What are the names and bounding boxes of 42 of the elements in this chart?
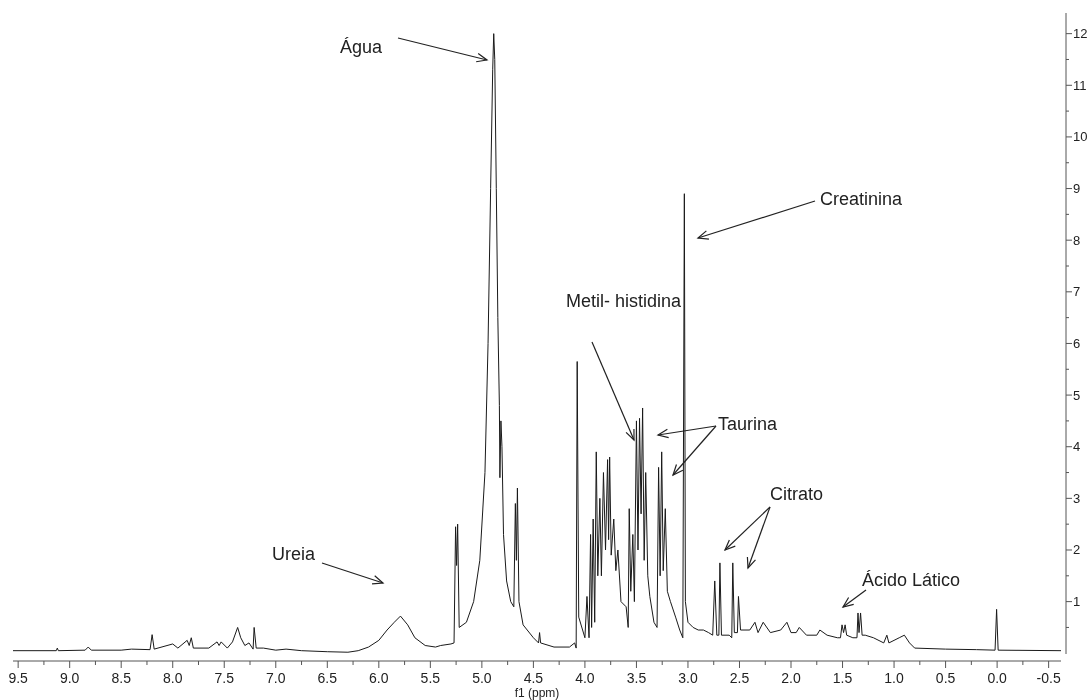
y-tick-label: 3 xyxy=(1073,490,1081,506)
x-tick-label: 4.5 xyxy=(523,670,544,686)
y-tick-label: 2 xyxy=(1073,542,1081,558)
y-tick-label: 9 xyxy=(1073,181,1081,197)
x-axis-title: f1 (ppm) xyxy=(514,686,560,700)
annotation: Creatinina xyxy=(820,189,904,209)
x-tick-label: 4.0 xyxy=(575,670,595,686)
y-tick-label: 10 xyxy=(1073,129,1088,145)
x-tick-label: 2.5 xyxy=(729,670,750,686)
x-tick-label: 1.5 xyxy=(832,670,853,686)
x-tick-label: 7.5 xyxy=(214,670,235,686)
x-tick-label: 0.0 xyxy=(987,670,1008,686)
x-tick-label: 1.0 xyxy=(884,670,904,686)
x-tick-label: 0.5 xyxy=(935,670,956,686)
annotation: Citrato xyxy=(770,484,824,504)
y-tick-label: 7 xyxy=(1073,284,1081,300)
y-tick-label: 12 xyxy=(1073,26,1088,42)
annotation: Metil- histidina xyxy=(566,291,683,311)
x-tick-label: 8.0 xyxy=(162,670,183,686)
x-tick-label: 8.5 xyxy=(111,670,132,686)
annotation: Ureia xyxy=(272,544,316,564)
x-tick-label: 9.0 xyxy=(59,670,80,686)
x-tick-label: 6.0 xyxy=(369,670,389,686)
annotation: Taurina xyxy=(718,414,779,434)
y-tick-label: 5 xyxy=(1073,387,1081,403)
y-tick-label: 1 xyxy=(1073,594,1081,610)
y-tick-label: 11 xyxy=(1073,77,1087,93)
x-tick-label: 3.5 xyxy=(626,670,647,686)
x-tick-label: 9.5 xyxy=(8,670,29,686)
y-tick-label: 6 xyxy=(1073,335,1081,351)
x-tick-label: 7.0 xyxy=(266,670,286,686)
x-tick-label: 2.0 xyxy=(781,670,801,686)
y-tick-label: 4 xyxy=(1073,439,1081,455)
y-tick-label: 8 xyxy=(1073,232,1081,248)
x-tick-label: 6.5 xyxy=(317,670,338,686)
x-tick-label: 3.0 xyxy=(678,670,698,686)
annotation: Água xyxy=(340,37,384,57)
line-series xyxy=(12,33,1062,653)
x-tick-label: 5.0 xyxy=(472,670,492,686)
annotation: Ácido Lático xyxy=(862,570,961,590)
x-tick-label: 5.5 xyxy=(420,670,441,686)
x-tick-label: -0.5 xyxy=(1036,670,1061,686)
